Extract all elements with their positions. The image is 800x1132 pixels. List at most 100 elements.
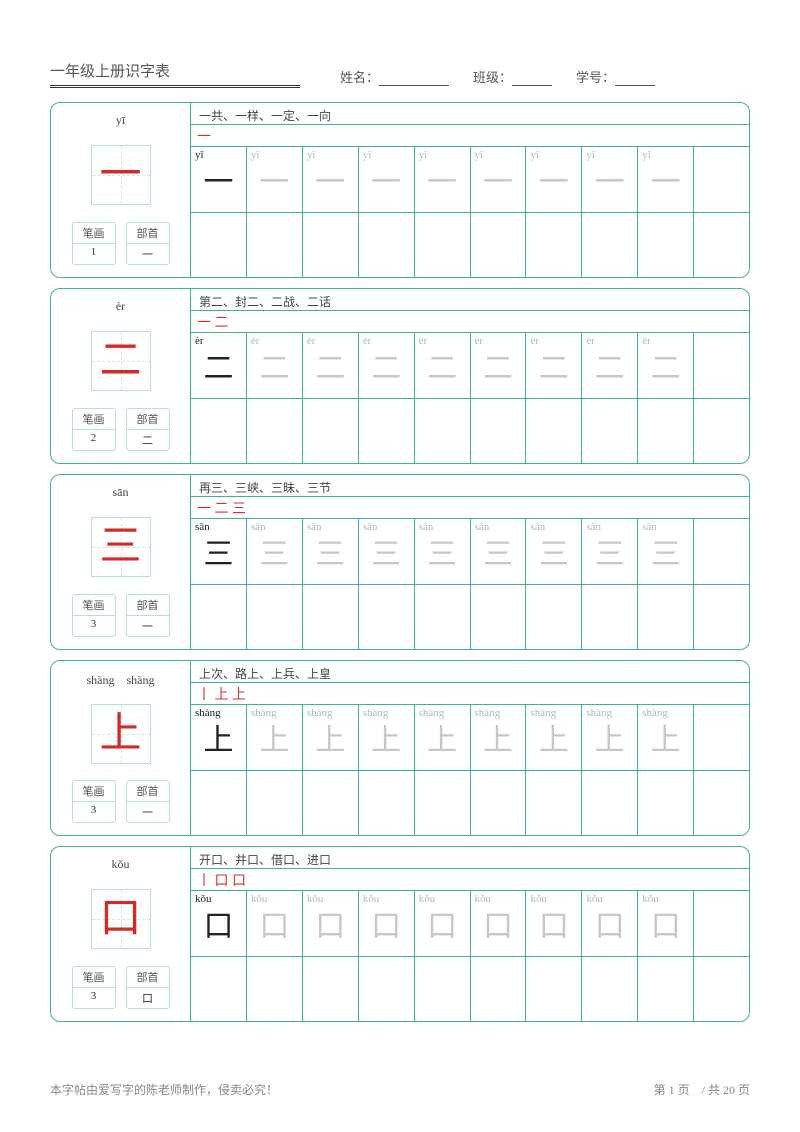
grid-cell[interactable]: shàng上 [638,705,694,770]
grid-cell[interactable] [526,399,582,464]
grid-cell[interactable]: sān三 [471,519,527,584]
grid-cell[interactable]: sān三 [582,519,638,584]
grid-cell[interactable] [471,771,527,836]
grid-cell[interactable] [694,585,749,650]
grid-cell[interactable] [303,399,359,464]
grid-cell[interactable]: èr二 [582,333,638,398]
grid-cell[interactable]: kǒu口 [582,891,638,956]
grid-cell[interactable] [191,771,247,836]
grid-cell[interactable] [526,585,582,650]
grid-cell[interactable]: èr二 [471,333,527,398]
grid-cell[interactable]: kǒu口 [471,891,527,956]
grid-cell[interactable] [359,585,415,650]
grid-cell[interactable] [247,399,303,464]
grid-cell[interactable] [303,585,359,650]
grid-cell[interactable]: sān三 [526,519,582,584]
grid-cell[interactable] [582,585,638,650]
grid-cell[interactable]: yī一 [471,147,527,212]
grid-cell[interactable] [471,399,527,464]
grid-cell[interactable]: sān三 [247,519,303,584]
grid-cell[interactable] [582,957,638,1022]
grid-cell[interactable] [694,213,749,278]
grid-cell[interactable]: kǒu口 [247,891,303,956]
grid-cell[interactable] [694,771,749,836]
grid-cell[interactable]: kǒu口 [415,891,471,956]
grid-cell[interactable]: sān三 [638,519,694,584]
grid-cell[interactable] [415,771,471,836]
grid-cell[interactable]: yī一 [247,147,303,212]
grid-cell[interactable] [191,399,247,464]
grid-cell[interactable]: kǒu口 [638,891,694,956]
grid-cell[interactable] [471,957,527,1022]
grid-cell[interactable] [191,213,247,278]
grid-cell[interactable]: èr二 [359,333,415,398]
grid-cell[interactable] [415,957,471,1022]
grid-cell[interactable]: shàng上 [582,705,638,770]
grid-cell[interactable] [359,399,415,464]
grid-cell[interactable] [303,213,359,278]
grid-cell[interactable] [638,957,694,1022]
grid-cell[interactable] [694,147,749,212]
grid-cell[interactable] [694,519,749,584]
grid-cell[interactable] [303,957,359,1022]
grid-cell[interactable] [694,891,749,956]
grid-cell[interactable]: sān三 [191,519,247,584]
grid-cell[interactable]: èr二 [415,333,471,398]
grid-cell[interactable] [191,585,247,650]
grid-cell[interactable] [638,399,694,464]
grid-cell[interactable] [582,213,638,278]
grid-cell[interactable] [582,399,638,464]
grid-cell[interactable]: shàng上 [359,705,415,770]
grid-cell[interactable]: èr二 [638,333,694,398]
grid-cell[interactable]: sān三 [303,519,359,584]
grid-cell[interactable] [694,333,749,398]
grid-cell[interactable]: yī一 [415,147,471,212]
grid-cell[interactable]: èr二 [303,333,359,398]
grid-cell[interactable]: kǒu口 [303,891,359,956]
grid-cell[interactable] [303,771,359,836]
grid-cell[interactable]: yī一 [191,147,247,212]
grid-cell[interactable]: sān三 [415,519,471,584]
grid-cell[interactable]: kǒu口 [191,891,247,956]
grid-cell[interactable] [415,399,471,464]
grid-cell[interactable] [694,957,749,1022]
grid-cell[interactable]: shàng上 [191,705,247,770]
grid-cell[interactable]: shàng上 [526,705,582,770]
grid-cell[interactable]: shàng上 [415,705,471,770]
grid-cell[interactable] [359,771,415,836]
grid-cell[interactable] [638,213,694,278]
grid-cell[interactable] [191,957,247,1022]
grid-cell[interactable]: kǒu口 [526,891,582,956]
grid-cell[interactable]: yī一 [359,147,415,212]
grid-cell[interactable] [471,585,527,650]
grid-cell[interactable]: yī一 [582,147,638,212]
grid-cell[interactable] [247,213,303,278]
grid-cell[interactable] [526,957,582,1022]
grid-cell[interactable] [582,771,638,836]
grid-cell[interactable]: shàng上 [247,705,303,770]
grid-cell[interactable]: shàng上 [303,705,359,770]
grid-cell[interactable] [359,957,415,1022]
field-line[interactable] [379,72,449,86]
grid-cell[interactable] [359,213,415,278]
grid-cell[interactable] [638,585,694,650]
grid-cell[interactable]: sān三 [359,519,415,584]
field-line[interactable] [512,72,552,86]
grid-cell[interactable]: shàng上 [471,705,527,770]
grid-cell[interactable] [247,585,303,650]
grid-cell[interactable] [247,771,303,836]
grid-cell[interactable] [694,399,749,464]
grid-cell[interactable] [415,585,471,650]
grid-cell[interactable] [415,213,471,278]
grid-cell[interactable]: èr二 [247,333,303,398]
field-line[interactable] [615,72,655,86]
grid-cell[interactable] [638,771,694,836]
grid-cell[interactable]: yī一 [303,147,359,212]
grid-cell[interactable]: èr二 [526,333,582,398]
grid-cell[interactable] [247,957,303,1022]
grid-cell[interactable]: yī一 [526,147,582,212]
grid-cell[interactable] [526,771,582,836]
grid-cell[interactable] [471,213,527,278]
grid-cell[interactable] [526,213,582,278]
grid-cell[interactable] [694,705,749,770]
